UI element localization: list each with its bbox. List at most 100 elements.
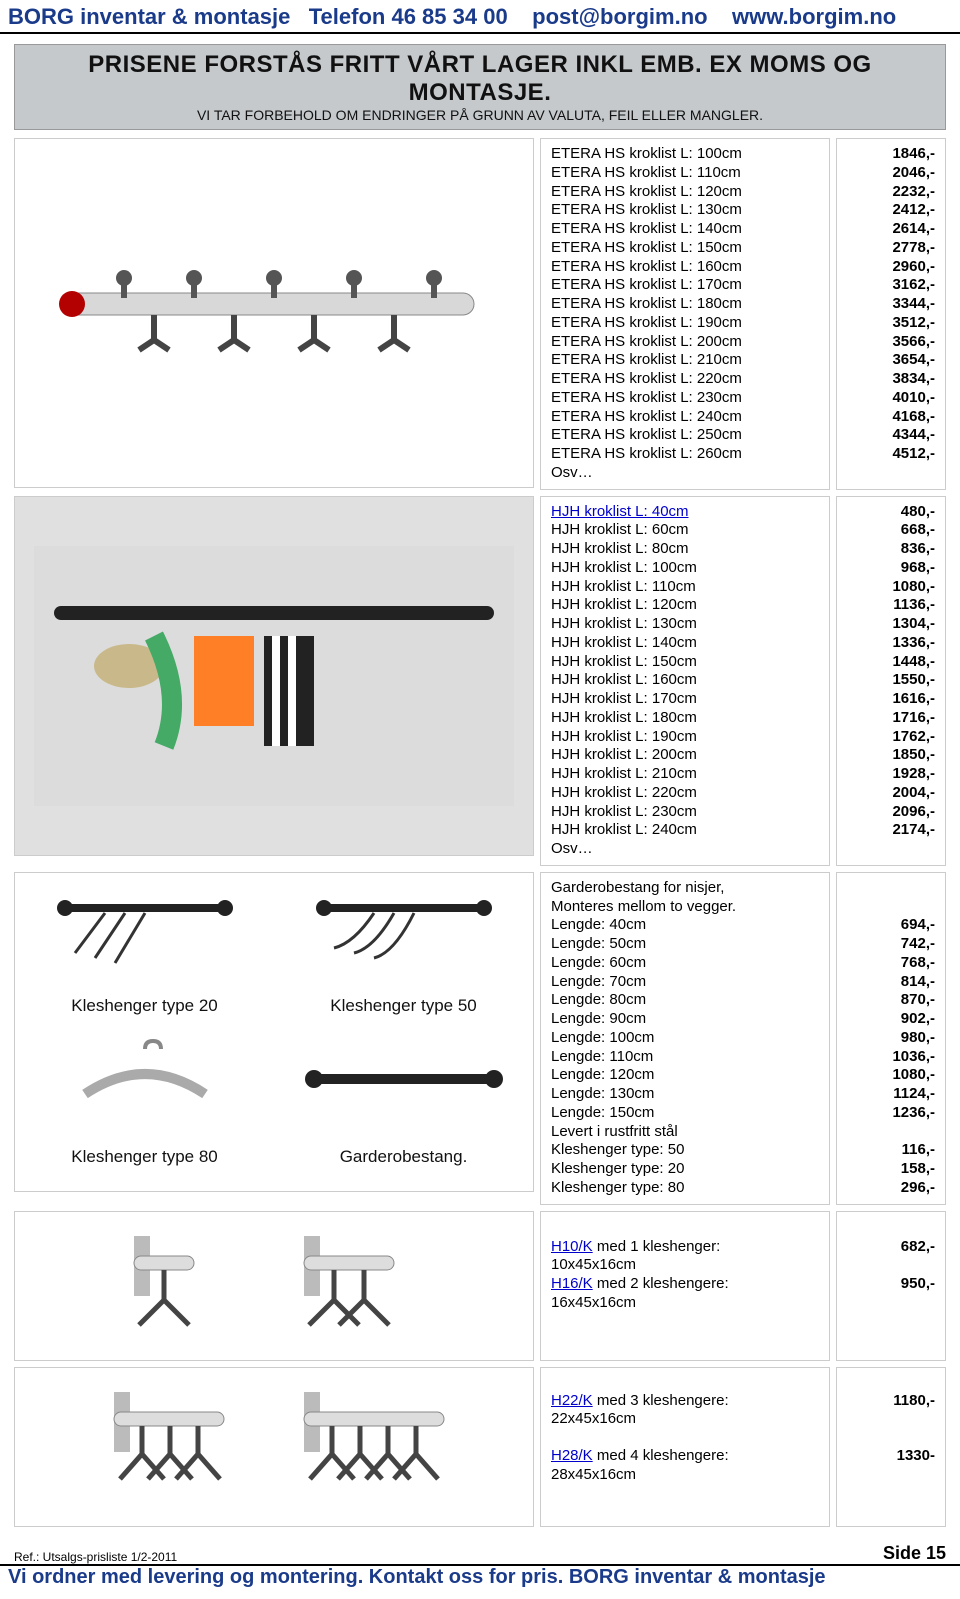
notice-box: PRISENE FORSTÅS FRITT VÅRT LAGER INKL EM… [14, 44, 946, 130]
price-item: 694,- [841, 916, 935, 935]
price-item: 3162,- [841, 276, 935, 295]
notice-title: PRISENE FORSTÅS FRITT VÅRT LAGER INKL EM… [25, 51, 935, 107]
osv: Osv… [551, 840, 819, 859]
h16k-price: 950,- [841, 1275, 935, 1294]
price-item: 158,- [841, 1160, 935, 1179]
footer-ref: Ref.: Utsalgs-prisliste 1/2-2011 [14, 1550, 177, 1564]
levert-line: Levert i rustfritt stål [551, 1123, 819, 1142]
hanger80-img [25, 1034, 264, 1124]
phone-label: Telefon [309, 4, 386, 29]
price-item: 980,- [841, 1029, 935, 1048]
h28k-link[interactable]: H28/K [551, 1447, 593, 1464]
price-item: 3566,- [841, 333, 935, 352]
h22-h28-illustration [64, 1382, 484, 1512]
row-h22-h28: H22/K med 3 kleshengere: 22x45x16cm H28/… [14, 1367, 946, 1527]
price-item: 742,- [841, 935, 935, 954]
price-item: 902,- [841, 1010, 935, 1029]
list-item: Lengde: 150cm [551, 1104, 819, 1123]
h22k-price: 1180,- [841, 1392, 935, 1411]
price-item: 2004,- [841, 784, 935, 803]
list-item: HJH kroklist L: 180cm [551, 709, 819, 728]
h16k-link[interactable]: H16/K [551, 1275, 593, 1292]
garderobe-prices: 694,-742,-768,-814,-870,-902,-980,-1036,… [836, 872, 946, 1205]
etera-illustration [44, 238, 504, 388]
price-item: 1336,- [841, 634, 935, 653]
list-item: ETERA HS kroklist L: 150cm [551, 239, 819, 258]
price-item: 4344,- [841, 426, 935, 445]
h28k-price: 1330- [841, 1447, 935, 1466]
email: post@borgim.no [532, 4, 707, 29]
h16k-text: med 2 kleshengere: [593, 1275, 729, 1292]
garderobestang-label: Garderobestang. [284, 1143, 523, 1181]
list-item: HJH kroklist L: 80cm [551, 540, 819, 559]
hjh-first-link[interactable]: HJH kroklist L: 40cm [551, 503, 689, 520]
list-item: HJH kroklist L: 110cm [551, 578, 819, 597]
price-item: 836,- [841, 540, 935, 559]
price-item: 870,- [841, 991, 935, 1010]
list-item: HJH kroklist L: 140cm [551, 634, 819, 653]
price-item: 2232,- [841, 183, 935, 202]
h22k-text: med 3 kleshengere: [593, 1392, 729, 1409]
list-item: HJH kroklist L: 210cm [551, 765, 819, 784]
list-item: ETERA HS kroklist L: 140cm [551, 220, 819, 239]
page-number: Side 15 [883, 1543, 946, 1564]
website: www.borgim.no [732, 4, 896, 29]
h10-h16-prices: 682,- 950,- [836, 1211, 946, 1361]
h10k-text: med 1 kleshenger: [593, 1238, 721, 1255]
h10k-dim: 10x45x16cm [551, 1256, 819, 1275]
price-item: 2046,- [841, 164, 935, 183]
list-item: ETERA HS kroklist L: 170cm [551, 276, 819, 295]
list-item: HJH kroklist L: 200cm [551, 746, 819, 765]
price-item: 3512,- [841, 314, 935, 333]
h10k-link[interactable]: H10/K [551, 1238, 593, 1255]
footer-ref-row: Ref.: Utsalgs-prisliste 1/2-2011 Side 15 [0, 1533, 960, 1564]
list-item: Lengde: 130cm [551, 1085, 819, 1104]
list-item: HJH kroklist L: 190cm [551, 728, 819, 747]
list-item: ETERA HS kroklist L: 120cm [551, 183, 819, 202]
hanger80-label: Kleshenger type 80 [25, 1143, 264, 1181]
price-item: 116,- [841, 1141, 935, 1160]
list-item: ETERA HS kroklist L: 200cm [551, 333, 819, 352]
hanger20-img [25, 883, 264, 973]
price-item: 1616,- [841, 690, 935, 709]
list-item: HJH kroklist L: 240cm [551, 821, 819, 840]
price-item: 4168,- [841, 408, 935, 427]
price-item: 1762,- [841, 728, 935, 747]
price-item: 1448,- [841, 653, 935, 672]
row-garderobe: Kleshenger type 20 Kleshenger type 50 Kl… [14, 872, 946, 1205]
price-item: 1036,- [841, 1048, 935, 1067]
list-item: Lengde: 110cm [551, 1048, 819, 1067]
hjh-prices: 480,-668,-836,-968,-1080,-1136,-1304,-13… [836, 496, 946, 866]
price-item: 2174,- [841, 821, 935, 840]
h10-h16-illustration [74, 1226, 474, 1346]
etera-prices: 1846,-2046,-2232,-2412,-2614,-2778,-2960… [836, 138, 946, 490]
list-item: HJH kroklist L: 60cm [551, 521, 819, 540]
product-image-hjh [14, 496, 534, 856]
price-item: 1124,- [841, 1085, 935, 1104]
price-item: 1550,- [841, 671, 935, 690]
h22k-dim: 22x45x16cm [551, 1410, 819, 1429]
intro-line: Garderobestang for nisjer, [551, 879, 819, 898]
h22k-link[interactable]: H22/K [551, 1392, 593, 1409]
row-h10-h16: H10/K med 1 kleshenger: 10x45x16cm H16/K… [14, 1211, 946, 1361]
list-item: HJH kroklist L: 220cm [551, 784, 819, 803]
etera-list: ETERA HS kroklist L: 100cmETERA HS krokl… [540, 138, 830, 490]
list-item: ETERA HS kroklist L: 110cm [551, 164, 819, 183]
footer-bar: Vi ordner med levering og montering. Kon… [0, 1564, 960, 1595]
price-item: 3834,- [841, 370, 935, 389]
list-item: ETERA HS kroklist L: 160cm [551, 258, 819, 277]
price-item: 1716,- [841, 709, 935, 728]
list-item: HJH kroklist L: 150cm [551, 653, 819, 672]
h10-h16-image [14, 1211, 534, 1361]
row-etera: ETERA HS kroklist L: 100cmETERA HS krokl… [14, 138, 946, 490]
list-item: ETERA HS kroklist L: 130cm [551, 201, 819, 220]
price-item: 4010,- [841, 389, 935, 408]
h16k-dim: 16x45x16cm [551, 1294, 819, 1313]
h10-h16-desc: H10/K med 1 kleshenger: 10x45x16cm H16/K… [540, 1211, 830, 1361]
price-item: 1236,- [841, 1104, 935, 1123]
price-item: 814,- [841, 973, 935, 992]
price-item: 1136,- [841, 596, 935, 615]
phone-number: 46 85 34 00 [391, 4, 507, 29]
h22-h28-prices: 1180,- 1330- [836, 1367, 946, 1527]
h10k-price: 682,- [841, 1238, 935, 1257]
